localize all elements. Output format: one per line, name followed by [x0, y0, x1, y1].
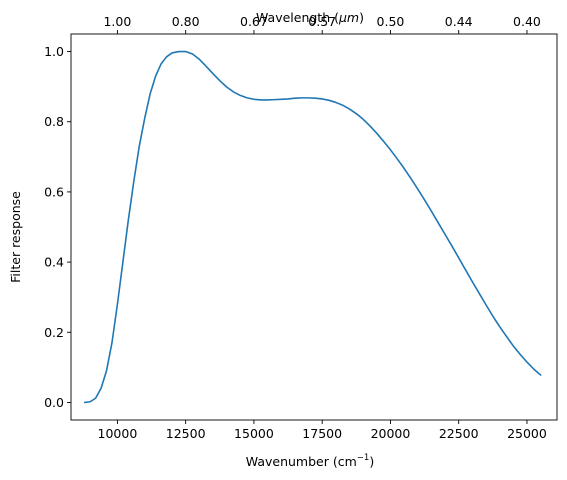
x-axis-title-unit-close: )	[369, 454, 374, 469]
top-axis-title-close: )	[359, 10, 364, 25]
y-axis-title: Filter response	[8, 191, 23, 283]
plot-frame	[70, 33, 558, 421]
top-x-tick-label: 0.67	[240, 14, 268, 29]
y-tick-label: 0.0	[44, 395, 64, 410]
x-tick-label: 10000	[98, 426, 138, 441]
top-axis-title: Wavelength (μm)	[256, 10, 364, 25]
x-tick-label: 22500	[439, 426, 479, 441]
x-tick-label: 12500	[166, 426, 206, 441]
top-x-tick-label: 0.80	[172, 14, 200, 29]
x-axis-title-unit: (cm	[333, 454, 357, 469]
top-x-tick-label: 0.50	[377, 14, 405, 29]
y-tick-label: 1.0	[44, 44, 64, 59]
x-axis-title-text: Wavenumber	[246, 454, 330, 469]
top-x-tick-label: 0.40	[513, 14, 541, 29]
y-tick-label: 0.4	[44, 255, 64, 270]
x-axis-title: Wavenumber (cm−1)	[246, 453, 374, 469]
top-axis-title-text: Wavelength (	[256, 10, 339, 25]
x-tick-label: 17500	[302, 426, 342, 441]
y-tick-label: 0.8	[44, 114, 64, 129]
series-line-0	[83, 50, 542, 404]
top-x-tick-label: 1.00	[103, 14, 131, 29]
top-axis-title-unit: μm	[338, 10, 359, 25]
top-x-tick-label: 0.44	[445, 14, 473, 29]
top-x-tick-label: 0.57	[308, 14, 336, 29]
x-tick-label: 20000	[371, 426, 411, 441]
x-axis-title-unit-sup: −1	[357, 453, 370, 463]
x-tick-label: 25000	[507, 426, 547, 441]
plot-area	[70, 33, 558, 421]
x-tick-label: 15000	[234, 426, 274, 441]
y-tick-label: 0.6	[44, 184, 64, 199]
axis-ticks: 10000 12500 15000 17500 20000 22500 25000 1.00 0…	[44, 14, 547, 441]
y-tick-label: 0.2	[44, 325, 64, 340]
